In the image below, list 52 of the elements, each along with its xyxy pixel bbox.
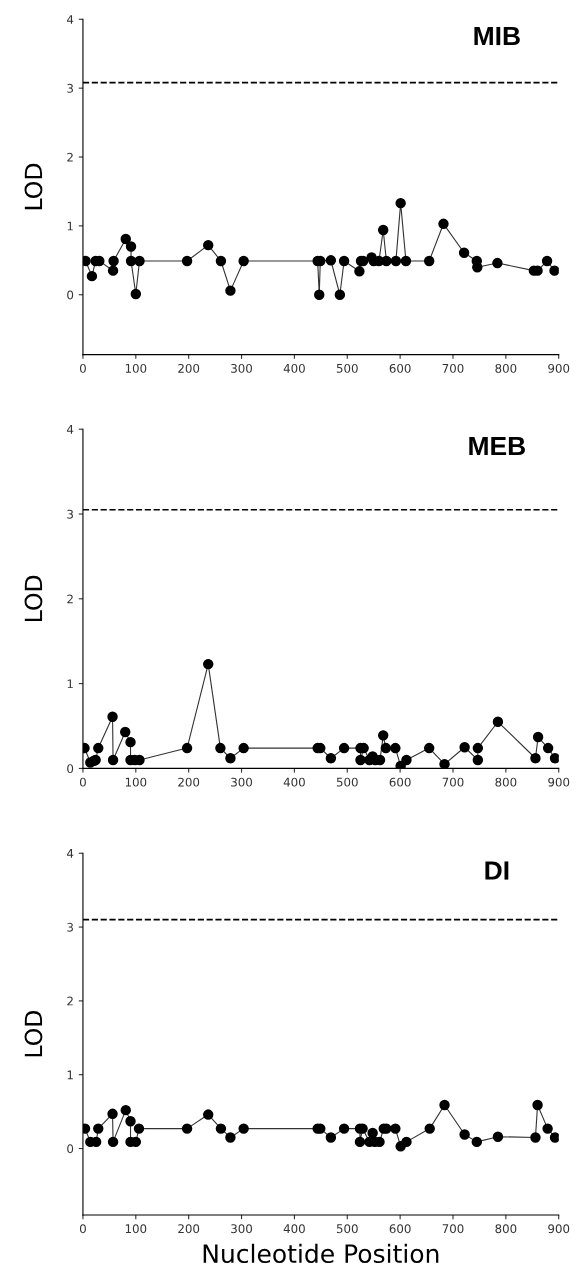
y-tick-label: 0	[67, 764, 74, 774]
y-tick-label: 4	[66, 425, 74, 434]
y-tick-label: 1	[67, 679, 73, 689]
chart-title: MEB	[469, 436, 525, 456]
chart-title: MIB	[474, 26, 520, 46]
x-tick-label: 500	[336, 777, 358, 787]
x-tick-label: 0	[79, 1224, 86, 1234]
x-tick-label: 800	[495, 1224, 517, 1234]
x-axis-title: Nucleotide Position	[203, 1243, 439, 1264]
x-tick-label: 900	[548, 363, 570, 373]
x-tick-label: 400	[283, 777, 305, 787]
x-tick-label: 600	[389, 363, 411, 373]
x-tick-label: 600	[389, 777, 411, 787]
y-axis-title: LOD	[24, 163, 43, 210]
x-tick-label: 200	[178, 363, 200, 373]
x-tick-label: 100	[125, 777, 147, 787]
y-tick-label: 2	[67, 152, 73, 162]
x-tick-label: 400	[283, 1224, 305, 1234]
x-tick-label: 900	[548, 1224, 570, 1234]
y-tick-label: 3	[67, 83, 73, 93]
x-tick-label: 100	[125, 363, 147, 373]
y-tick-label: 3	[67, 509, 73, 519]
x-tick-label: 0	[79, 363, 86, 373]
x-tick-label: 300	[231, 1224, 253, 1234]
x-tick-label: 200	[178, 1224, 200, 1234]
y-tick-label: 4	[66, 15, 74, 24]
y-tick-label: 0	[67, 1144, 74, 1154]
x-tick-label: 800	[495, 363, 517, 373]
x-tick-label: 900	[548, 777, 570, 787]
x-tick-label: 500	[336, 1224, 358, 1234]
x-tick-label: 700	[442, 1224, 464, 1234]
y-tick-label: 3	[67, 922, 73, 932]
y-tick-label: 2	[67, 594, 73, 604]
x-tick-label: 500	[336, 363, 358, 373]
y-tick-label: 1	[67, 1070, 73, 1080]
y-tick-label: 2	[67, 996, 73, 1006]
x-tick-label: 700	[442, 363, 464, 373]
x-tick-label: 100	[125, 1224, 147, 1234]
x-tick-label: 0	[79, 777, 86, 787]
y-axis-title: LOD	[24, 1010, 43, 1057]
x-tick-label: 800	[495, 777, 517, 787]
x-tick-label: 200	[178, 777, 200, 787]
x-tick-label: 700	[442, 777, 464, 787]
chart-title: DI	[485, 861, 509, 880]
x-tick-label: 300	[231, 777, 253, 787]
x-tick-label: 300	[231, 363, 253, 373]
y-tick-label: 0	[67, 290, 74, 300]
y-tick-label: 1	[67, 221, 73, 231]
x-tick-label: 400	[283, 363, 305, 373]
x-tick-label: 600	[389, 1224, 411, 1234]
y-tick-label: 4	[66, 849, 74, 858]
y-axis-title: LOD	[24, 575, 43, 622]
